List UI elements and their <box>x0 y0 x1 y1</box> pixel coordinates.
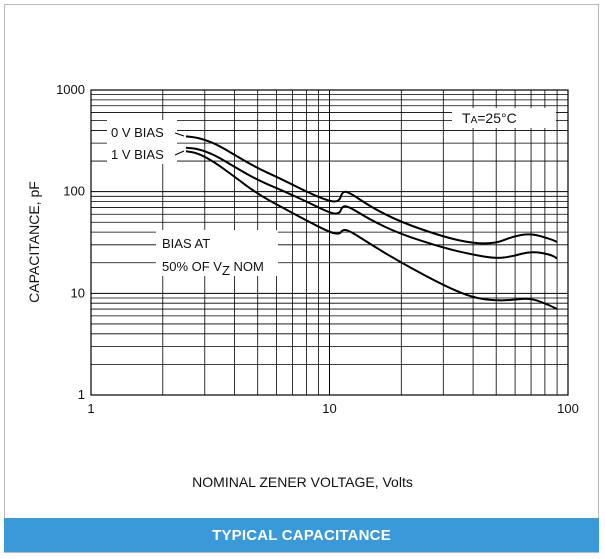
y-tick-label: 1000 <box>56 82 85 97</box>
figure-caption-banner: TYPICAL CAPACITANCE <box>4 518 599 552</box>
leader-line <box>174 150 185 156</box>
axes <box>90 89 569 396</box>
tick-labels: 1 10 100 1 10 100 1000 <box>56 82 579 416</box>
series-label-1v: 1 V BIAS <box>111 147 164 162</box>
series-line-2 <box>185 146 558 260</box>
x-axis-label: NOMINAL ZENER VOLTAGE, Volts <box>192 474 413 490</box>
label-box <box>107 120 177 164</box>
figure-frame <box>4 4 599 553</box>
plot-border <box>90 89 569 396</box>
label-box <box>156 230 278 276</box>
x-tick-label: 100 <box>557 401 579 416</box>
y-axis-label: CAPACITANCE, pF <box>26 181 42 303</box>
y-tick-label: 1 <box>78 387 85 402</box>
x-tick-label: 1 <box>87 401 94 416</box>
y-tick-label: 10 <box>71 285 85 300</box>
temperature-label: TA=25°C <box>462 110 517 126</box>
grid <box>91 90 568 395</box>
series-lines <box>185 135 558 310</box>
bias-note-line1: BIAS AT <box>162 236 210 251</box>
bias-note-line2: 50% OF VZ NOM <box>162 259 264 278</box>
series-label-0v: 0 V BIAS <box>111 125 164 140</box>
label-box <box>452 108 556 128</box>
series-line-3 <box>185 150 558 310</box>
leader-line <box>174 132 185 137</box>
series-line-1 <box>185 135 558 245</box>
series-labels: 0 V BIAS 1 V BIAS TA=25°C BIAS AT 50% OF VZ … <box>107 108 556 278</box>
y-tick-label: 100 <box>63 184 85 199</box>
x-tick-label: 10 <box>322 401 336 416</box>
figure-caption: TYPICAL CAPACITANCE <box>212 526 391 544</box>
